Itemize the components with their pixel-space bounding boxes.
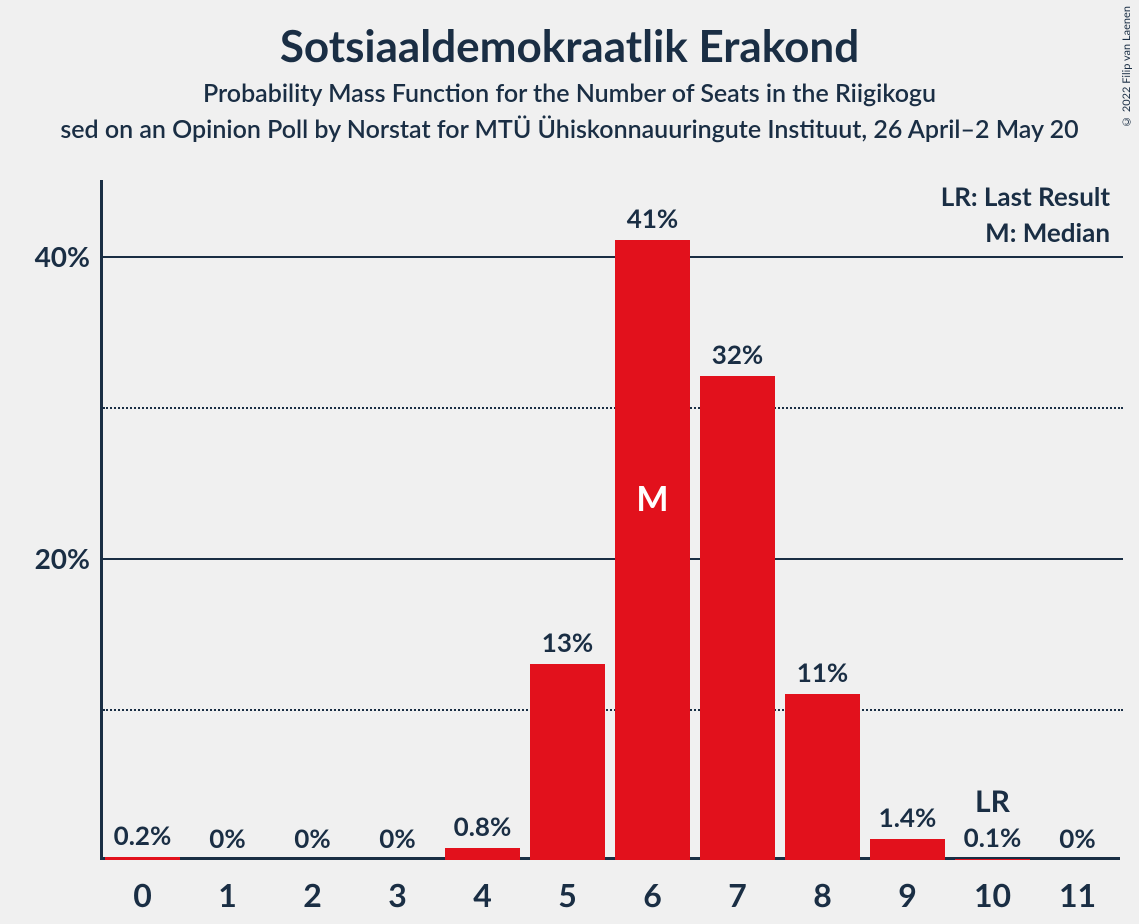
bar <box>530 664 605 860</box>
bar-value-label: 13% <box>542 626 593 658</box>
bar-value-label: 32% <box>712 338 763 370</box>
x-tick-label: 10 <box>950 875 1035 914</box>
bar-value-label: 0.8% <box>454 810 512 842</box>
bar <box>955 859 1030 861</box>
legend-lr: LR: Last Result <box>941 180 1110 212</box>
bar <box>105 857 180 860</box>
chart-area: 0.2%0%0%0%0.8%13%M41%32%11%1.4%LR0.1%0% … <box>100 180 1120 860</box>
chart-source: sed on an Opinion Poll by Norstat for MT… <box>0 114 1139 144</box>
x-tick-label: 7 <box>695 875 780 914</box>
bar <box>700 376 775 860</box>
legend-m: M: Median <box>941 216 1110 248</box>
bar-value-label: 0% <box>209 822 245 854</box>
x-tick-label: 3 <box>355 875 440 914</box>
x-tick-label: 6 <box>610 875 695 914</box>
bar <box>445 848 520 860</box>
x-tick-label: 8 <box>780 875 865 914</box>
bar <box>785 694 860 860</box>
x-tick-label: 5 <box>525 875 610 914</box>
last-result-marker: LR <box>975 783 1010 819</box>
y-tick-label: 40% <box>10 239 90 273</box>
bar-value-label: 41% <box>627 202 678 234</box>
x-tick-label: 2 <box>270 875 355 914</box>
bar <box>870 839 945 860</box>
bar-value-label: 11% <box>797 656 848 688</box>
bar-value-label: 0% <box>1059 822 1095 854</box>
bar-value-label: 0% <box>294 822 330 854</box>
y-tick-label: 20% <box>10 541 90 575</box>
bar-value-label: 0.1% <box>964 821 1022 853</box>
bar <box>615 240 690 860</box>
chart-title: Sotsiaaldemokraatlik Erakond <box>0 20 1139 72</box>
bar-value-label: 0% <box>379 822 415 854</box>
bar-value-label: 0.2% <box>114 819 172 851</box>
copyright-text: © 2022 Filip van Laenen <box>1120 6 1133 128</box>
bars-container: 0.2% 0% 0% 0% 0.8% 13% M 41% 32% 11% 1.4% LR0.1% 0% <box>100 180 1120 860</box>
x-tick-label: 11 <box>1035 875 1120 914</box>
chart-legend: LR: Last Result M: Median <box>941 180 1110 252</box>
x-tick-label: 0 <box>100 875 185 914</box>
chart-subtitle: Probability Mass Function for the Number… <box>0 78 1139 108</box>
x-tick-label: 4 <box>440 875 525 914</box>
bar-value-label: 1.4% <box>879 801 937 833</box>
x-tick-label: 1 <box>185 875 270 914</box>
median-marker: M <box>636 478 668 519</box>
chart-titles: Sotsiaaldemokraatlik Erakond Probability… <box>0 0 1139 144</box>
x-tick-label: 9 <box>865 875 950 914</box>
